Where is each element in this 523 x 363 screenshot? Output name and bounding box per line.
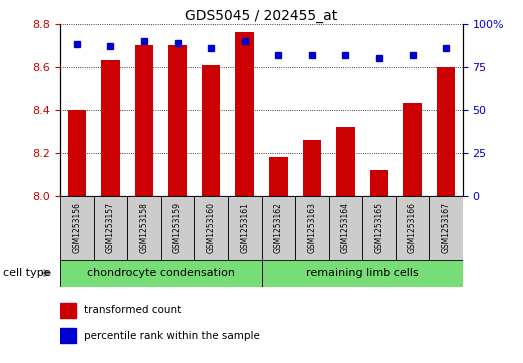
- Bar: [101, 60, 120, 196]
- Text: remaining limb cells: remaining limb cells: [306, 268, 418, 278]
- Bar: [370, 170, 388, 196]
- Bar: [67, 110, 86, 196]
- Bar: [127, 196, 161, 260]
- Bar: [202, 65, 220, 196]
- Text: percentile rank within the sample: percentile rank within the sample: [84, 331, 260, 341]
- Bar: [403, 103, 422, 196]
- Bar: [336, 127, 355, 196]
- Text: GSM1253164: GSM1253164: [341, 202, 350, 253]
- Bar: [396, 196, 429, 260]
- Text: GSM1253167: GSM1253167: [441, 202, 451, 253]
- Bar: [295, 196, 328, 260]
- Bar: [60, 303, 76, 318]
- Bar: [437, 67, 456, 196]
- Bar: [161, 196, 195, 260]
- Bar: [262, 196, 295, 260]
- Bar: [228, 196, 262, 260]
- Bar: [362, 196, 396, 260]
- Bar: [60, 260, 262, 287]
- Bar: [60, 196, 94, 260]
- Text: transformed count: transformed count: [84, 305, 181, 315]
- Text: GSM1253162: GSM1253162: [274, 202, 283, 253]
- Bar: [429, 196, 463, 260]
- Bar: [168, 45, 187, 196]
- Bar: [235, 32, 254, 196]
- Bar: [303, 140, 321, 196]
- Bar: [262, 260, 463, 287]
- Text: GSM1253156: GSM1253156: [72, 202, 82, 253]
- Bar: [94, 196, 127, 260]
- Text: GSM1253157: GSM1253157: [106, 202, 115, 253]
- Text: cell type: cell type: [3, 268, 50, 278]
- Bar: [60, 328, 76, 343]
- Text: GSM1253159: GSM1253159: [173, 202, 182, 253]
- Text: GSM1253160: GSM1253160: [207, 202, 215, 253]
- Text: GSM1253163: GSM1253163: [308, 202, 316, 253]
- Text: chondrocyte condensation: chondrocyte condensation: [87, 268, 235, 278]
- Title: GDS5045 / 202455_at: GDS5045 / 202455_at: [185, 9, 338, 23]
- Bar: [269, 157, 288, 196]
- Text: GSM1253161: GSM1253161: [240, 202, 249, 253]
- Bar: [135, 45, 153, 196]
- Text: GSM1253165: GSM1253165: [374, 202, 383, 253]
- Bar: [328, 196, 362, 260]
- Text: GSM1253158: GSM1253158: [140, 202, 149, 253]
- Text: GSM1253166: GSM1253166: [408, 202, 417, 253]
- Bar: [195, 196, 228, 260]
